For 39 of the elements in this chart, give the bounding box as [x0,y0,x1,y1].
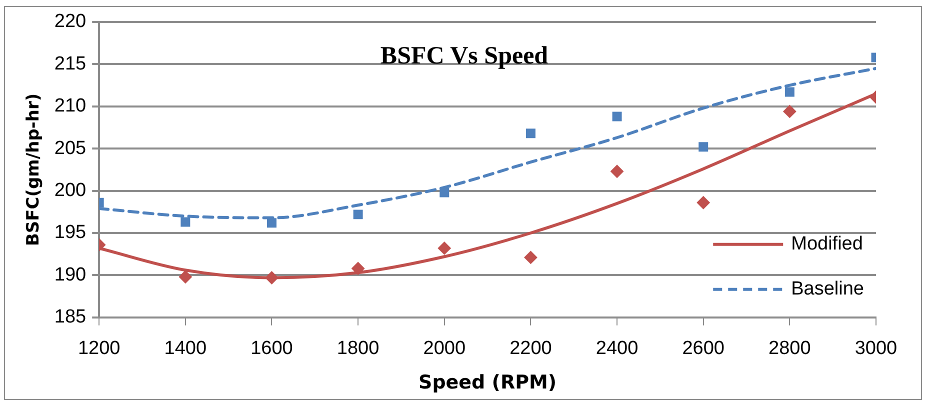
y-tick-label: 185 [54,306,86,328]
point [524,250,538,264]
x-tick-label: 2400 [596,338,638,360]
point [612,112,622,122]
point [180,217,190,227]
point [352,262,365,275]
x-tick-label: 2200 [510,338,552,360]
point [438,242,451,255]
y-tick-label: 190 [54,264,86,286]
x-tick-label: 2800 [768,338,811,360]
point [610,164,624,178]
x-axis-title: Speed (RPM) [418,372,557,394]
point [526,128,536,138]
point [440,188,450,198]
x-tick-label: 1800 [336,338,380,360]
legend-label: Modified [791,234,863,255]
x-tick-label: 1600 [250,338,293,360]
x-tick-label: 3000 [854,338,898,360]
point [784,87,794,97]
text: BSFC Vs Speed [380,42,548,70]
x-tick-label: 1200 [78,338,120,360]
y-tick-label: 200 [54,180,86,202]
legend-label: Baseline [791,278,864,300]
y-tick-label: 205 [54,138,86,159]
point [783,104,796,118]
y-axis-title: BSFC(gm/hp-hr) [24,93,44,246]
x-tick-label: 1400 [164,338,207,360]
point [267,218,276,228]
x-tick-label: 2000 [423,338,466,360]
y-tick-label: 220 [54,11,86,32]
point [178,270,192,284]
y-tick-label: 210 [54,96,86,117]
point [353,210,363,220]
y-tick-label: 215 [54,53,86,74]
point [696,196,710,210]
point [698,142,708,152]
y-tick-label: 195 [54,222,86,244]
point [265,271,278,284]
x-tick-label: 2600 [682,338,724,360]
